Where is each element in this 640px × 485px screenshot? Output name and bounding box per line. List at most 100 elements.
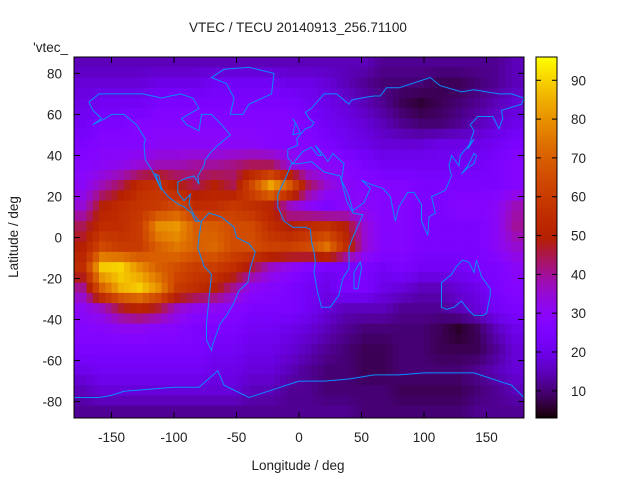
heatmap-cell — [224, 118, 231, 130]
heatmap-cell — [74, 364, 81, 376]
heatmap-cell — [380, 272, 387, 284]
heatmap-cell — [199, 210, 206, 222]
heatmap-cell — [99, 180, 106, 191]
heatmap-cell — [255, 231, 262, 243]
heatmap-cell — [211, 169, 219, 181]
heatmap-cell — [267, 118, 275, 130]
heatmap-cell — [255, 210, 262, 222]
heatmap-cell — [286, 139, 294, 150]
heatmap-cell — [174, 159, 181, 171]
heatmap-cell — [380, 87, 387, 99]
heatmap-cell — [149, 87, 156, 99]
heatmap-cell — [430, 169, 437, 181]
heatmap-cell — [305, 344, 312, 355]
heatmap-cell — [86, 415, 94, 419]
heatmap-cell — [399, 221, 406, 232]
heatmap-cell — [330, 159, 337, 171]
heatmap-cell — [249, 344, 256, 355]
heatmap-cell — [474, 303, 481, 314]
heatmap-cell — [392, 395, 400, 407]
heatmap-cell — [161, 415, 169, 419]
heatmap-cell — [217, 405, 225, 417]
heatmap-cell — [436, 128, 444, 140]
coastline-japan — [461, 152, 478, 175]
heatmap-cell — [261, 262, 269, 273]
heatmap-cell — [424, 251, 431, 263]
heatmap-cell — [249, 210, 256, 222]
heatmap-cell — [424, 159, 431, 171]
heatmap-cell — [111, 303, 119, 314]
heatmap-cell — [117, 77, 125, 89]
heatmap-cell — [267, 344, 275, 355]
heatmap-cell — [517, 303, 525, 314]
colorbar-segment — [536, 189, 557, 193]
heatmap-cell — [92, 149, 100, 161]
heatmap-cell — [211, 395, 219, 407]
heatmap-cell — [199, 57, 206, 68]
heatmap-cell — [74, 395, 81, 407]
heatmap-cell — [324, 251, 331, 263]
heatmap-cell — [242, 200, 250, 212]
heatmap-cell — [286, 251, 294, 263]
heatmap-cell — [136, 385, 144, 396]
heatmap-cell — [249, 262, 256, 273]
heatmap-cell — [367, 231, 375, 243]
heatmap-cell — [149, 169, 156, 181]
heatmap-cell — [449, 98, 456, 109]
y-tick-label: 60 — [47, 107, 62, 122]
heatmap-cell — [467, 395, 475, 407]
heatmap-cell — [105, 364, 112, 376]
heatmap-cell — [361, 128, 369, 140]
heatmap-cell — [492, 149, 500, 161]
heatmap-cell — [142, 303, 150, 314]
heatmap-cell — [142, 231, 150, 243]
heatmap-cell — [411, 313, 419, 325]
heatmap-cell — [342, 169, 350, 181]
heatmap-cell — [280, 313, 287, 325]
heatmap-cell — [380, 231, 387, 243]
heatmap-cell — [92, 385, 100, 396]
heatmap-cell — [286, 405, 294, 417]
colorbar-segment — [536, 57, 557, 61]
heatmap-cell — [105, 323, 112, 335]
colorbar-segment — [536, 78, 557, 82]
heatmap-cell — [74, 354, 81, 366]
heatmap-cell — [180, 149, 187, 161]
heatmap-cell — [242, 210, 250, 222]
colorbar-segment — [536, 96, 557, 100]
heatmap-cell — [292, 169, 300, 181]
heatmap-cell — [492, 303, 500, 314]
heatmap-cell — [292, 190, 300, 202]
heatmap-cell — [186, 374, 194, 386]
heatmap-cell — [299, 272, 306, 284]
heatmap-cell — [311, 77, 319, 89]
heatmap-cell — [492, 415, 500, 419]
heatmap-cell — [211, 67, 219, 79]
heatmap-cell — [80, 323, 87, 335]
heatmap-cell — [149, 128, 156, 140]
heatmap-cell — [380, 333, 387, 345]
heatmap-cell — [467, 57, 475, 68]
heatmap-cell — [367, 87, 375, 99]
heatmap-cell — [224, 190, 231, 202]
heatmap-cell — [467, 241, 475, 253]
heatmap-cell — [161, 374, 169, 386]
heatmap-cell — [167, 77, 175, 89]
heatmap-cell — [330, 169, 337, 181]
heatmap-cell — [386, 221, 394, 232]
heatmap-cell — [324, 415, 331, 419]
heatmap-cell — [361, 231, 369, 243]
heatmap-cell — [267, 190, 275, 202]
heatmap-cell — [80, 169, 87, 181]
y-tick-label: -40 — [42, 313, 62, 328]
heatmap-cell — [180, 87, 187, 99]
heatmap-cell — [380, 180, 387, 191]
heatmap-cell — [455, 169, 462, 181]
heatmap-cell — [449, 313, 456, 325]
heatmap-cell — [349, 374, 356, 386]
heatmap-cell — [117, 231, 125, 243]
heatmap-cell — [92, 118, 100, 130]
heatmap-cell — [99, 262, 106, 273]
heatmap-cell — [261, 364, 269, 376]
heatmap-cell — [317, 303, 325, 314]
